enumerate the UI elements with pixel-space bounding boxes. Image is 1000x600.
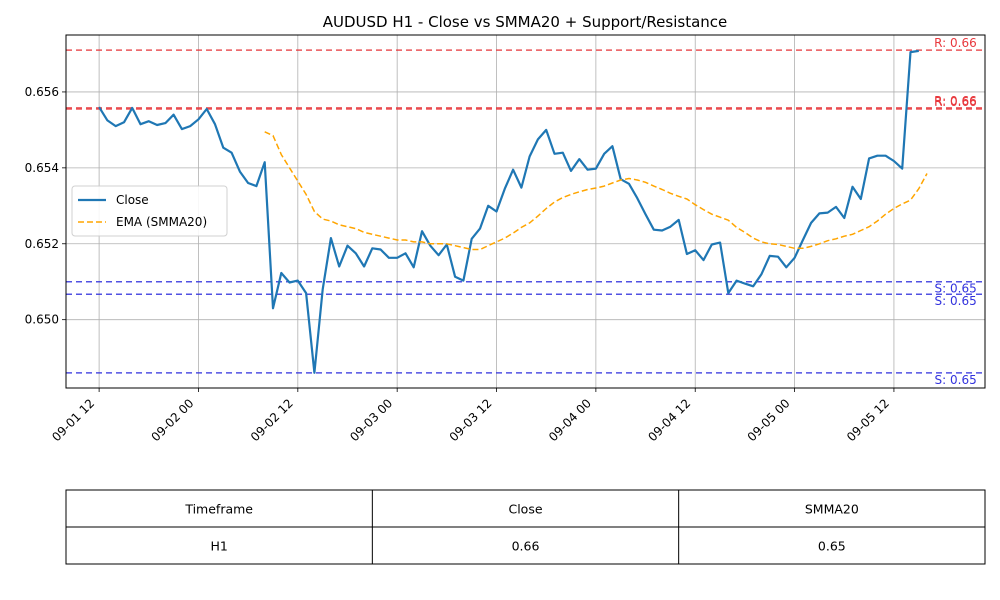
table-cell: 0.66: [512, 539, 540, 554]
series-lines: [98, 49, 928, 374]
series-line-close: [98, 49, 919, 374]
table-cell: 0.65: [818, 539, 846, 554]
y-tick-label: 0.654: [25, 161, 59, 175]
support-level-label: S: 0.65: [935, 373, 977, 387]
table-header-cell: SMMA20: [805, 502, 859, 517]
x-tick-label: 09-02 00: [149, 396, 197, 444]
support-resistance-levels: [66, 49, 985, 374]
x-tick-label: 09-04 12: [645, 396, 693, 444]
axes: 09-01 12 09-02 00 09-02 12 09-03 00 09-03 12…: [25, 34, 986, 444]
table-cell: H1: [210, 539, 227, 554]
data-table: Timeframe Close SMMA20 H1 0.66 0.65: [65, 489, 986, 565]
legend-label: EMA (SMMA20): [116, 215, 207, 229]
x-tick-label: 09-03 00: [347, 396, 395, 444]
resistance-level-label: R: 0.66: [934, 36, 977, 50]
chart-title: AUDUSD H1 - Close vs SMMA20 + Support/Re…: [323, 13, 728, 31]
y-tick-label: 0.652: [25, 237, 59, 251]
table-header-cell: Timeframe: [184, 502, 253, 517]
x-tick-label: 09-02 12: [248, 396, 296, 444]
series-line-ema-smma20: [264, 131, 928, 251]
x-tick-label: 09-05 12: [844, 396, 892, 444]
legend: Close EMA (SMMA20): [71, 185, 228, 237]
resistance-level-label: R: 0.66: [934, 94, 977, 108]
x-tick-label: 09-05 00: [745, 396, 793, 444]
plot-frame: [65, 34, 986, 389]
resistance-level-label: R: 0.66: [934, 95, 977, 109]
legend-box: [71, 185, 228, 237]
table-header-cell: Close: [508, 502, 542, 517]
y-tick-label: 0.656: [25, 85, 59, 99]
x-tick-label: 09-04 00: [546, 396, 594, 444]
level-labels: R: 0.66R: 0.66R: 0.66S: 0.65S: 0.65S: 0.…: [934, 36, 977, 387]
support-level-label: S: 0.65: [935, 294, 977, 308]
x-tick-label: 09-03 12: [447, 396, 495, 444]
support-level-label: S: 0.65: [935, 282, 977, 296]
y-tick-label: 0.650: [25, 313, 59, 327]
x-tick-label: 09-01 12: [49, 396, 97, 444]
legend-label: Close: [116, 193, 149, 207]
